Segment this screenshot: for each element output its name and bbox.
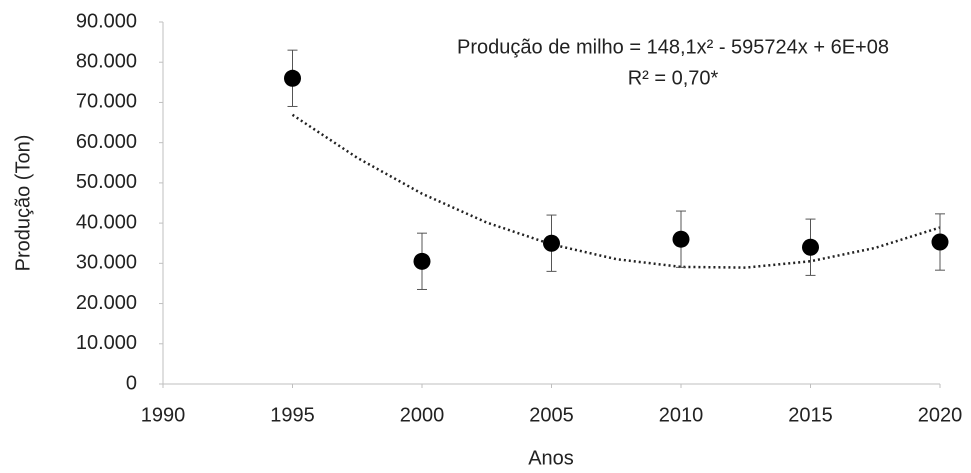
y-tick-label: 60.000: [76, 131, 137, 153]
trend-equation: Produção de milho = 148,1x² - 595724x + …: [457, 36, 889, 58]
x-tick-label: 2005: [529, 404, 574, 426]
trend-line: [291, 113, 941, 269]
x-tick-label: 1990: [141, 404, 186, 426]
y-tick-label: 30.000: [76, 252, 137, 274]
x-tick-label: 1995: [270, 404, 315, 426]
data-point: [543, 234, 560, 252]
y-tick-label: 90.000: [76, 10, 137, 32]
x-tick-label: 2000: [400, 404, 445, 426]
y-tick-label: 50.000: [76, 171, 137, 193]
y-axis-label: Produção (Ton): [12, 135, 34, 272]
data-point: [802, 238, 819, 256]
x-axis-label: Anos: [528, 447, 574, 469]
data-point: [413, 252, 431, 270]
x-tick-label: 2015: [788, 404, 833, 426]
data-point: [931, 233, 949, 251]
y-tick-label: 70.000: [76, 91, 137, 113]
y-tick-label: 20.000: [76, 292, 137, 314]
y-tick-label: 0: [126, 372, 137, 394]
y-tick-label: 80.000: [76, 51, 137, 73]
x-tick-label: 2010: [659, 404, 704, 426]
y-tick-label: 10.000: [76, 332, 137, 354]
y-tick-label: 40.000: [76, 211, 137, 233]
data-point: [672, 230, 690, 248]
data-point: [284, 69, 301, 87]
x-tick-label: 2020: [918, 404, 963, 426]
r-squared: R² = 0,70*: [628, 67, 719, 89]
